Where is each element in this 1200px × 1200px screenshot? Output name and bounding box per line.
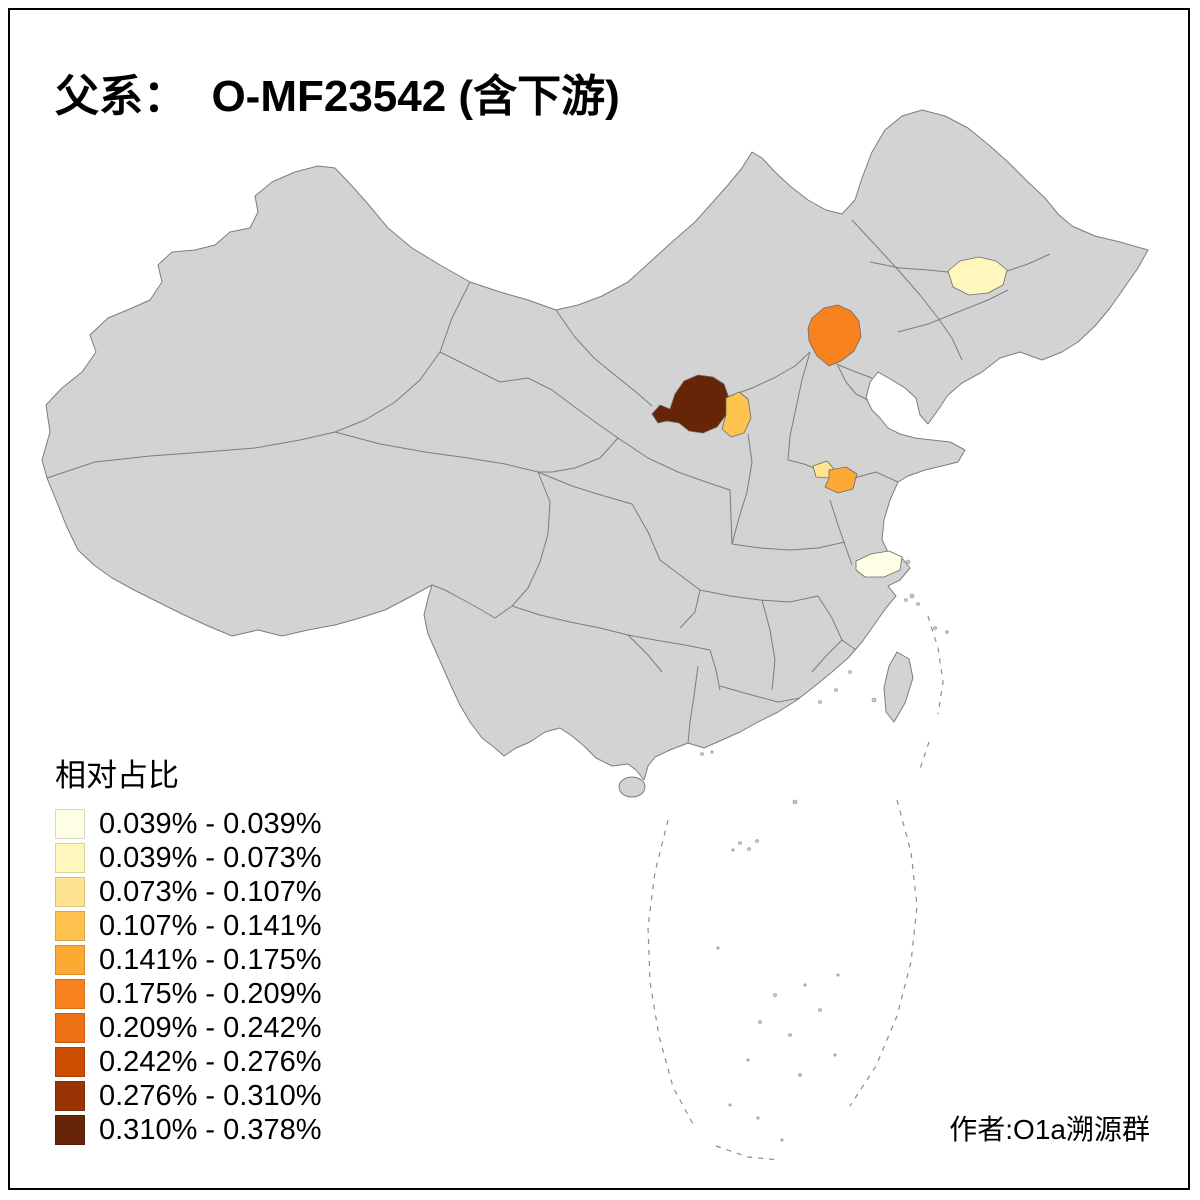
island-dot [933, 626, 937, 630]
island-dot [909, 593, 915, 599]
legend-item: 0.209% - 0.242% [55, 1013, 321, 1043]
island-dot [756, 1116, 760, 1120]
island-dot [945, 630, 949, 634]
legend-swatch [55, 1081, 85, 1111]
author-attribution: 作者:O1a溯源群 [949, 1114, 1150, 1145]
island-dot [833, 1053, 837, 1057]
island-dot [836, 973, 840, 977]
island-dot [788, 1033, 792, 1037]
legend-swatch [55, 809, 85, 839]
legend-item: 0.073% - 0.107% [55, 877, 321, 907]
island-dot [758, 1020, 762, 1024]
legend: 相对占比 0.039% - 0.039% 0.039% - 0.073% 0.0… [55, 750, 321, 1149]
small-islands-group [700, 559, 949, 1142]
island-dot [700, 752, 704, 756]
legend-swatch [55, 843, 85, 873]
legend-label: 0.276% - 0.310% [99, 1080, 322, 1112]
island-dot [746, 1058, 750, 1062]
legend-swatch [55, 911, 85, 941]
island-dot [780, 1138, 784, 1142]
legend-item: 0.141% - 0.175% [55, 945, 321, 975]
island-dot [848, 670, 852, 674]
legend-swatch [55, 945, 85, 975]
island-dot [755, 839, 759, 843]
province-borders [46, 219, 1051, 744]
island-dot [916, 602, 920, 606]
page-title: 父系： O-MF23542 (含下游) [55, 72, 620, 121]
highlight-west-tan [721, 391, 752, 438]
hainan-island [618, 776, 646, 798]
legend-label: 0.141% - 0.175% [99, 944, 322, 976]
legend-item: 0.310% - 0.378% [55, 1115, 321, 1145]
legend-swatch [55, 877, 85, 907]
legend-item: 0.242% - 0.276% [55, 1047, 321, 1077]
legend-label: 0.107% - 0.141% [99, 910, 322, 942]
legend-label: 0.039% - 0.039% [99, 808, 322, 840]
island-dot [871, 697, 877, 703]
mainland-china-outline [41, 109, 1149, 781]
island-dot [798, 1073, 802, 1077]
island-dot [792, 799, 798, 805]
island-dot [710, 750, 714, 754]
legend-label: 0.242% - 0.276% [99, 1046, 322, 1078]
legend-item: 0.039% - 0.073% [55, 843, 321, 873]
island-dot [747, 847, 751, 851]
highlight-regions [651, 256, 1008, 578]
legend-swatch [55, 979, 85, 1009]
legend-item: 0.039% - 0.039% [55, 809, 321, 839]
legend-swatch [55, 1115, 85, 1145]
legend-label: 0.039% - 0.073% [99, 842, 322, 874]
island-dot [731, 848, 735, 852]
island-dot [834, 688, 838, 692]
island-dot [738, 841, 742, 845]
legend-label: 0.175% - 0.209% [99, 978, 322, 1010]
highlight-northeast-pale [947, 256, 1008, 296]
legend-item: 0.276% - 0.310% [55, 1081, 321, 1111]
legend-swatch [55, 1013, 85, 1043]
island-dot [818, 1008, 822, 1012]
legend-swatch [55, 1047, 85, 1077]
legend-label: 0.209% - 0.242% [99, 1012, 322, 1044]
legend-item: 0.175% - 0.209% [55, 979, 321, 1009]
legend-label: 0.310% - 0.378% [99, 1114, 322, 1146]
island-dot [716, 946, 720, 950]
island-dot [803, 983, 807, 987]
island-dot [773, 993, 777, 997]
island-dot [728, 1103, 732, 1107]
maritime-boundary-dashes [647, 615, 944, 1161]
island-dot [905, 559, 911, 565]
legend-item: 0.107% - 0.141% [55, 911, 321, 941]
legend-title: 相对占比 [55, 758, 179, 793]
highlight-north-orange [807, 304, 862, 367]
highlight-east-cream [855, 550, 903, 578]
island-dot [904, 598, 908, 602]
taiwan-island [883, 651, 914, 723]
highlight-central-light-orange [824, 466, 858, 494]
island-dot [818, 700, 822, 704]
legend-label: 0.073% - 0.107% [99, 876, 322, 908]
